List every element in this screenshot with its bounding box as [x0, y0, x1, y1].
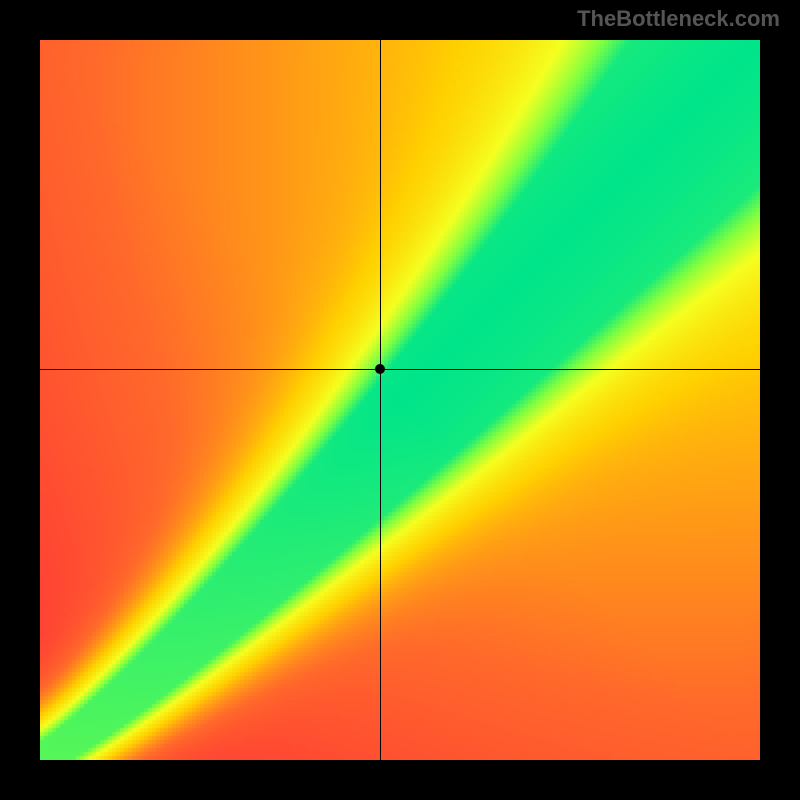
watermark-text: TheBottleneck.com — [577, 6, 780, 32]
crosshair-horizontal — [40, 369, 760, 370]
crosshair-marker — [375, 364, 385, 374]
heatmap-canvas — [40, 40, 760, 760]
plot-area — [40, 40, 760, 760]
crosshair-vertical — [380, 40, 381, 760]
chart-container: TheBottleneck.com — [0, 0, 800, 800]
